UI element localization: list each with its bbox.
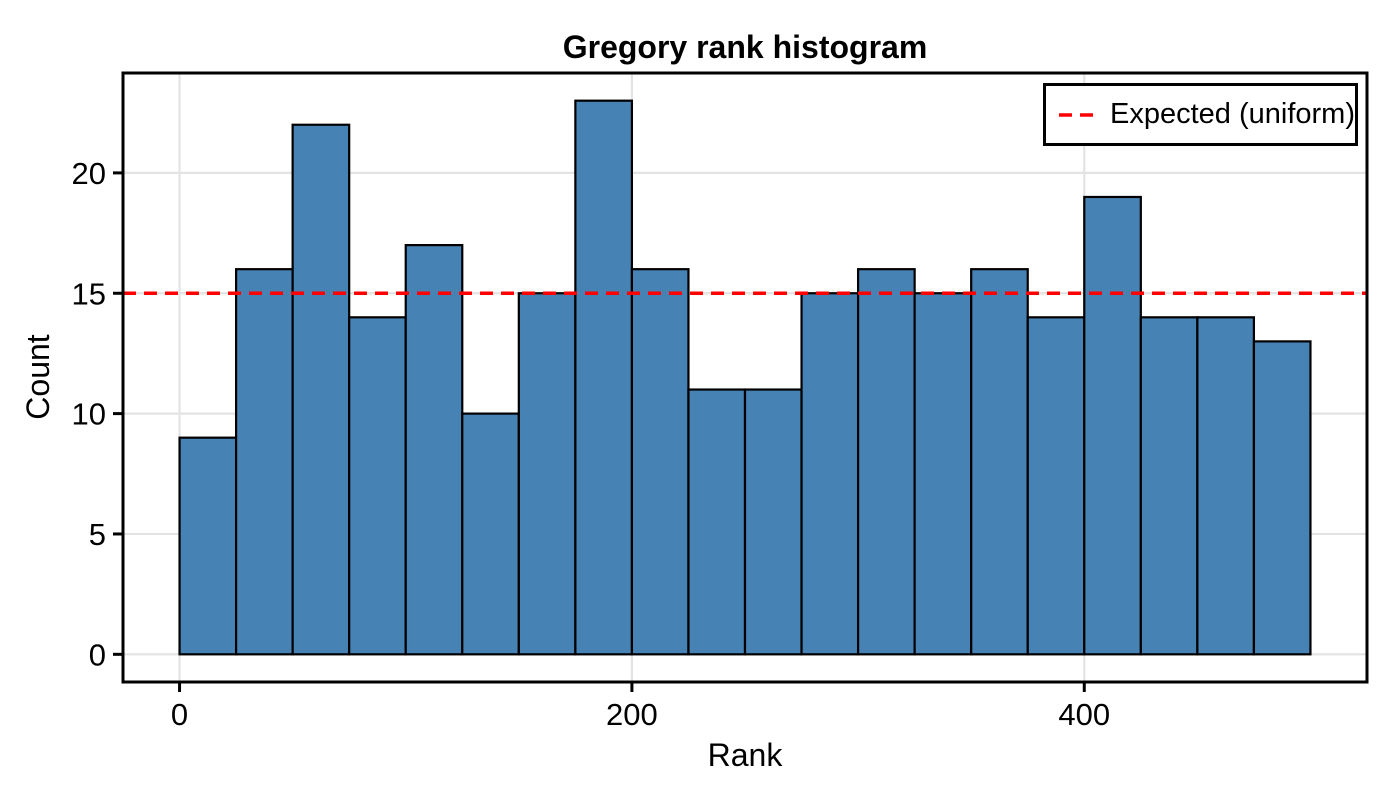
dashed-line-icon <box>1059 112 1098 117</box>
histogram-bar <box>856 268 916 656</box>
histogram-bar <box>178 436 238 656</box>
histogram-bar <box>234 268 294 656</box>
histogram-bar <box>291 123 351 656</box>
histogram-bar <box>517 292 577 656</box>
histogram-bar <box>913 292 973 656</box>
x-tick-label: 200 <box>606 697 658 732</box>
histogram-bar <box>574 99 634 656</box>
histogram-bar <box>1139 316 1199 656</box>
y-tick-label: 20 <box>72 156 106 191</box>
histogram-bar <box>1252 340 1312 656</box>
histogram-bar <box>404 244 464 656</box>
histogram-bar <box>1083 195 1142 656</box>
histogram-bar <box>1026 316 1086 656</box>
legend-label: Expected (uniform) <box>1110 98 1355 130</box>
histogram-bar <box>1196 316 1256 656</box>
plot-border <box>121 71 1369 684</box>
x-tick-label: 0 <box>171 697 188 732</box>
histogram-bar <box>800 292 860 656</box>
x-axis-label: Rank <box>707 737 783 773</box>
y-tick-label: 10 <box>72 397 106 432</box>
histogram-bar <box>687 388 747 656</box>
histogram-bar <box>743 388 803 656</box>
y-tick-label: 5 <box>89 517 106 552</box>
legend: Expected (uniform) <box>1043 83 1358 146</box>
histogram-bar <box>630 268 690 656</box>
y-axis-label: Count <box>20 334 56 420</box>
chart-title: Gregory rank histogram <box>562 29 928 65</box>
histogram-bar <box>348 316 407 656</box>
x-tick-label: 400 <box>1058 697 1110 732</box>
histogram-bar <box>461 412 520 656</box>
histogram-bar <box>970 268 1029 656</box>
y-tick-label: 0 <box>89 637 106 672</box>
y-tick-label: 15 <box>72 276 106 311</box>
